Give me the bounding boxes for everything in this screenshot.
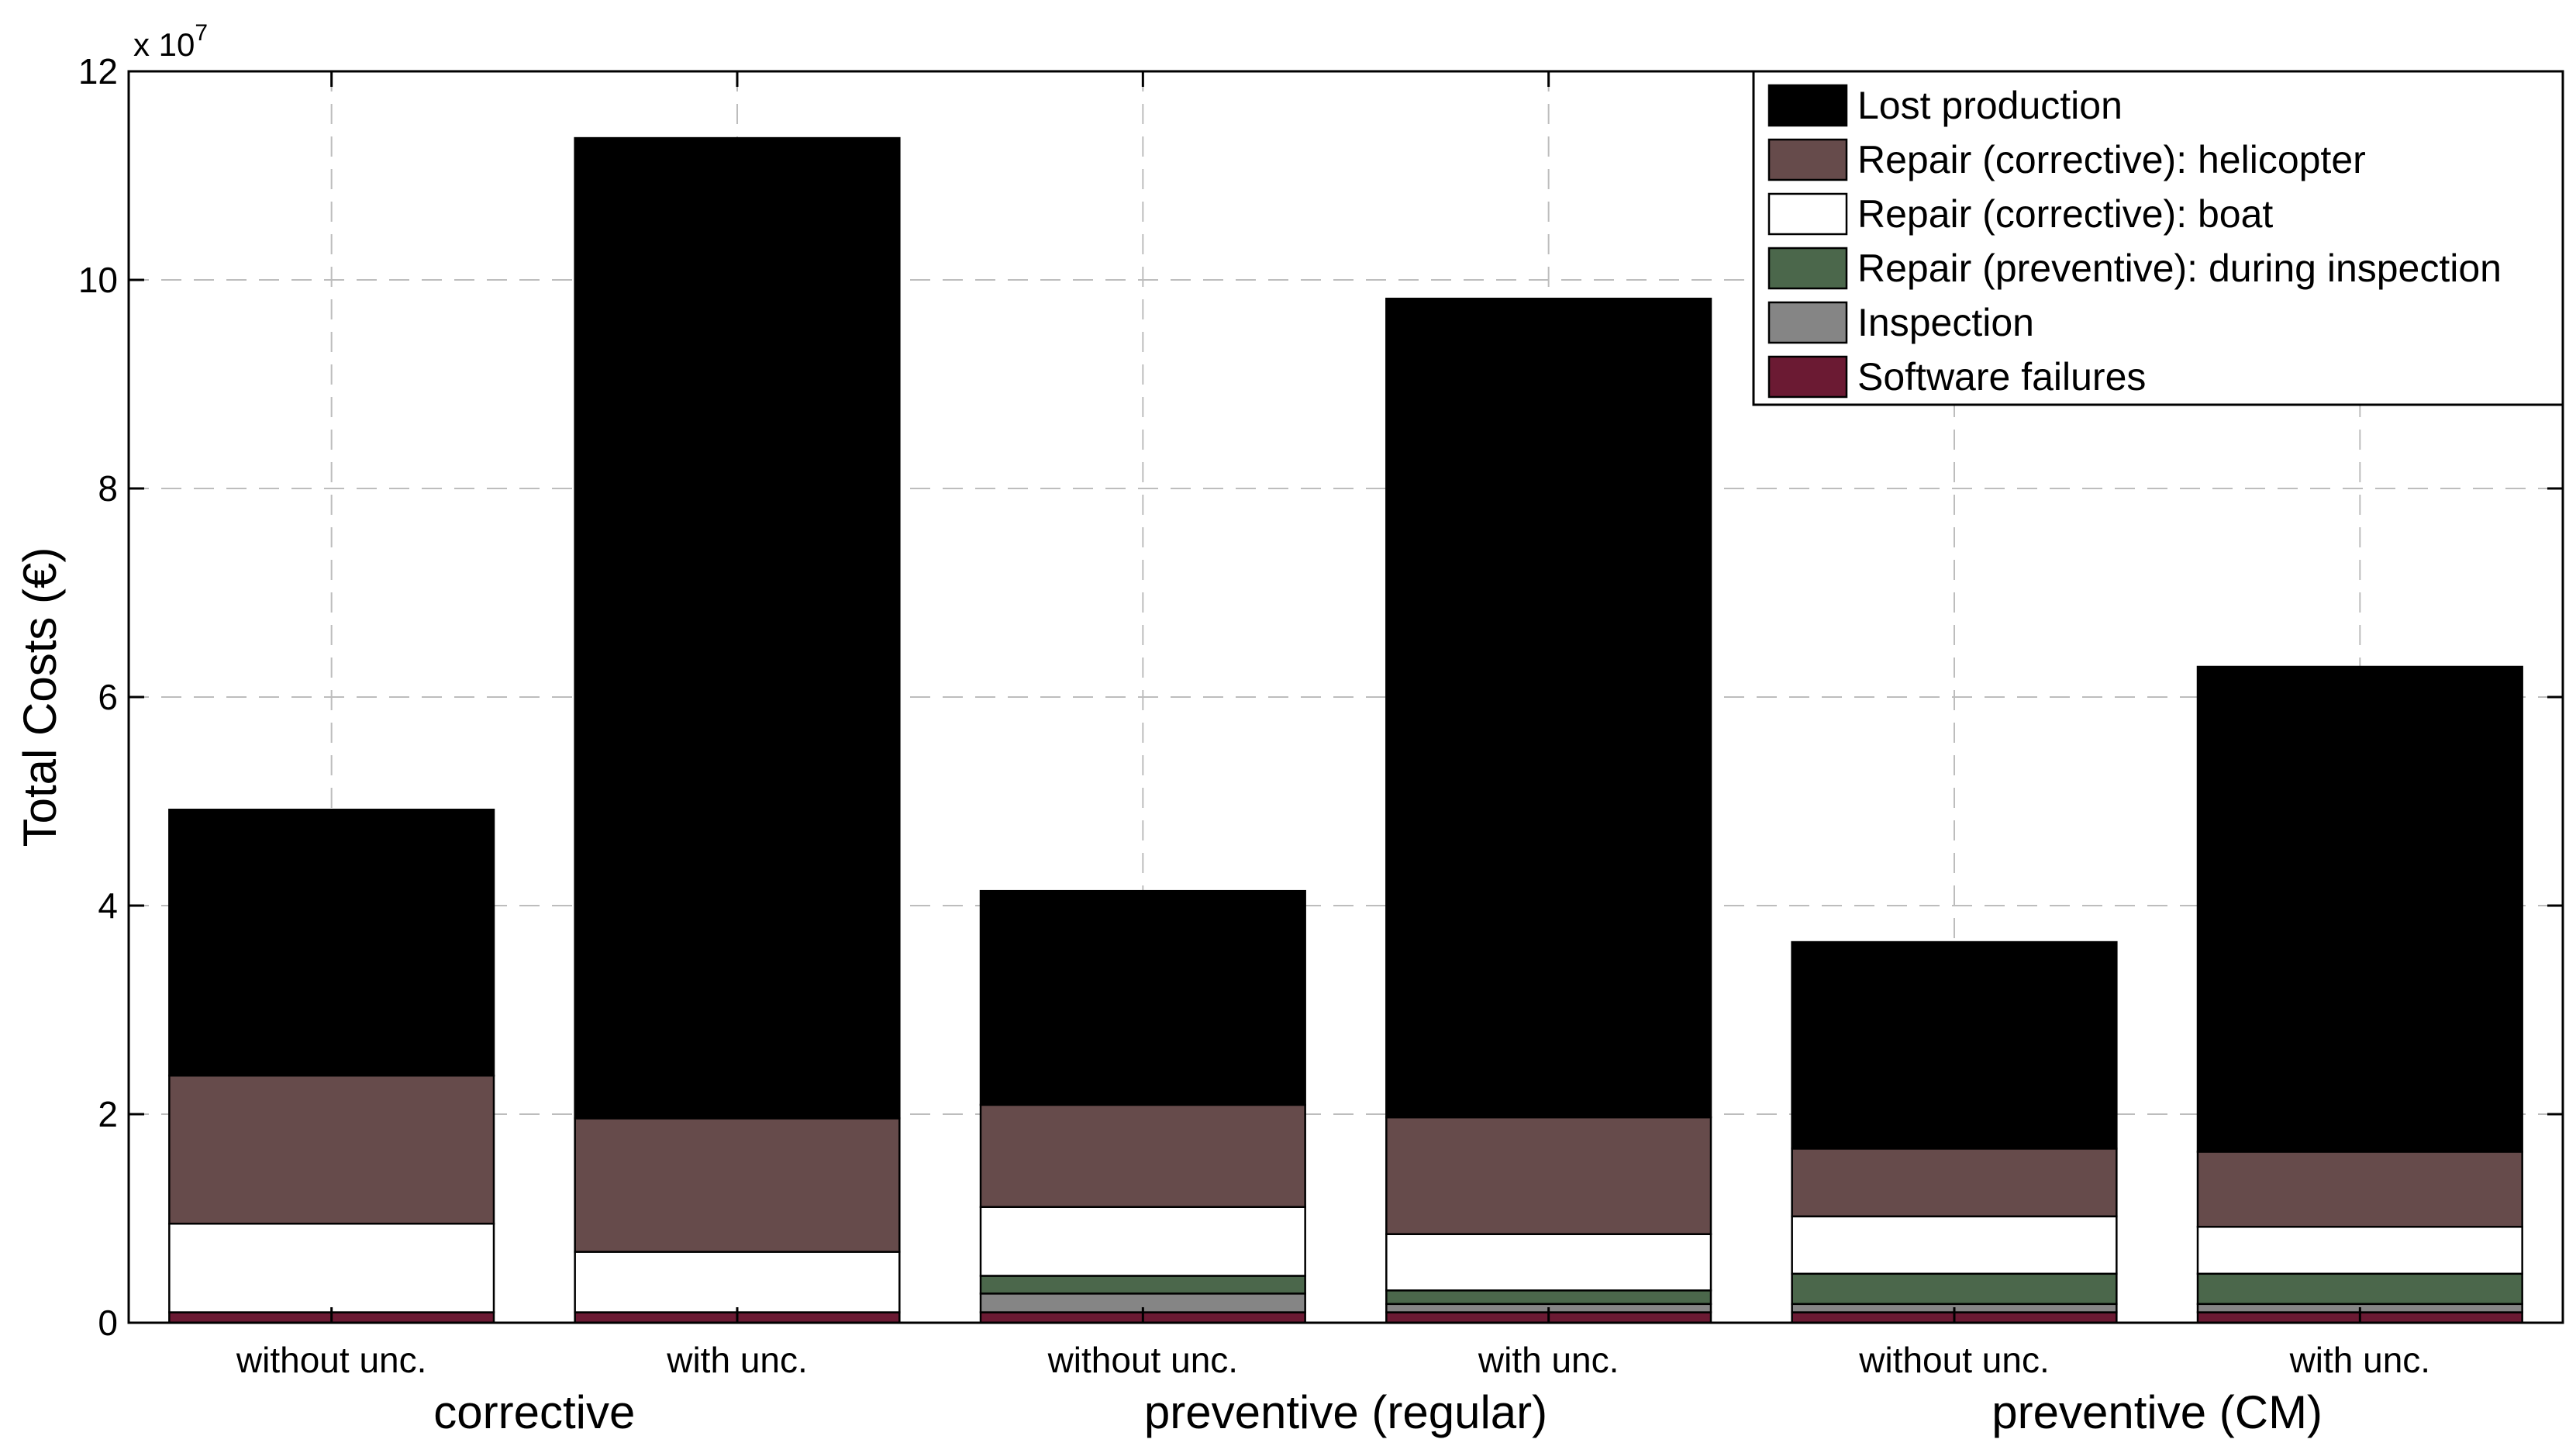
bar-segment	[2196, 1151, 2523, 1228]
x-category-label: with unc.	[1478, 1340, 1619, 1380]
x-category-label: with unc.	[666, 1340, 808, 1380]
y-tick-label: 10	[78, 260, 118, 300]
bar-segment	[1385, 1233, 1712, 1292]
y-tick-label: 6	[98, 677, 118, 717]
bar-segment	[979, 1206, 1306, 1277]
y-tick-label: 0	[98, 1303, 118, 1343]
bar-segment	[1385, 1116, 1712, 1235]
bar-segment	[574, 1251, 901, 1313]
legend: Lost production Repair (corrective): heli…	[1752, 70, 2564, 406]
legend-swatch	[1767, 84, 1848, 127]
y-axis-multiplier: x 107	[133, 20, 208, 63]
legend-box	[1752, 70, 2564, 406]
axis-labels: 0 2 4 6 8 10 12 without unc. with unc. without un…	[78, 51, 2430, 1438]
x-category-label: with unc.	[2289, 1340, 2431, 1380]
bar-segment	[574, 136, 901, 1120]
bar-segment	[2196, 1272, 2523, 1306]
bar-segment	[1385, 1289, 1712, 1306]
y-axis-title: Total Costs (€)	[14, 547, 66, 847]
bar-segment	[979, 1275, 1306, 1295]
legend-label: Repair (corrective): helicopter	[1857, 138, 2366, 181]
legend-swatch	[1767, 247, 1848, 290]
y-tick-label: 12	[78, 51, 118, 91]
legend-swatch	[1767, 355, 1848, 399]
y-tick-label: 8	[98, 468, 118, 509]
bar-segment	[1791, 1272, 2118, 1306]
x-category-label: without unc.	[1858, 1340, 2049, 1380]
legend-swatch	[1767, 192, 1848, 236]
bar-segment	[979, 1103, 1306, 1208]
legend-label: Repair (preventive): during inspection	[1857, 247, 2502, 290]
bar-segment	[574, 1117, 901, 1253]
y-axis-multiplier-base: x 10	[133, 26, 195, 63]
x-category-label: without unc.	[236, 1340, 426, 1380]
bar-segment	[1791, 940, 2118, 1150]
x-category-label: without unc.	[1047, 1340, 1238, 1380]
legend-label: Repair (corrective): boat	[1857, 192, 2273, 236]
legend-swatch	[1767, 301, 1848, 344]
bar-segment	[979, 889, 1306, 1106]
bars	[168, 136, 2523, 1324]
y-tick-label: 2	[98, 1094, 118, 1134]
bar-segment	[1791, 1148, 2118, 1218]
bar-segment	[168, 1074, 495, 1225]
group-label: preventive (CM)	[1991, 1386, 2323, 1438]
group-label: corrective	[433, 1386, 635, 1438]
group-label: preventive (regular)	[1144, 1386, 1547, 1438]
bar-segment	[168, 1222, 495, 1313]
legend-label: Software failures	[1857, 355, 2146, 399]
y-tick-label: 4	[98, 885, 118, 926]
bar-segment	[1385, 297, 1712, 1119]
bar-segment	[168, 809, 495, 1077]
legend-label: Lost production	[1857, 84, 2123, 127]
legend-swatch	[1767, 138, 1848, 181]
bar-segment	[2196, 665, 2523, 1153]
bar-segment	[1791, 1215, 2118, 1275]
y-axis-multiplier-exponent: 7	[195, 20, 208, 46]
legend-label: Inspection	[1857, 301, 2034, 344]
bar-segment	[2196, 1226, 2523, 1275]
